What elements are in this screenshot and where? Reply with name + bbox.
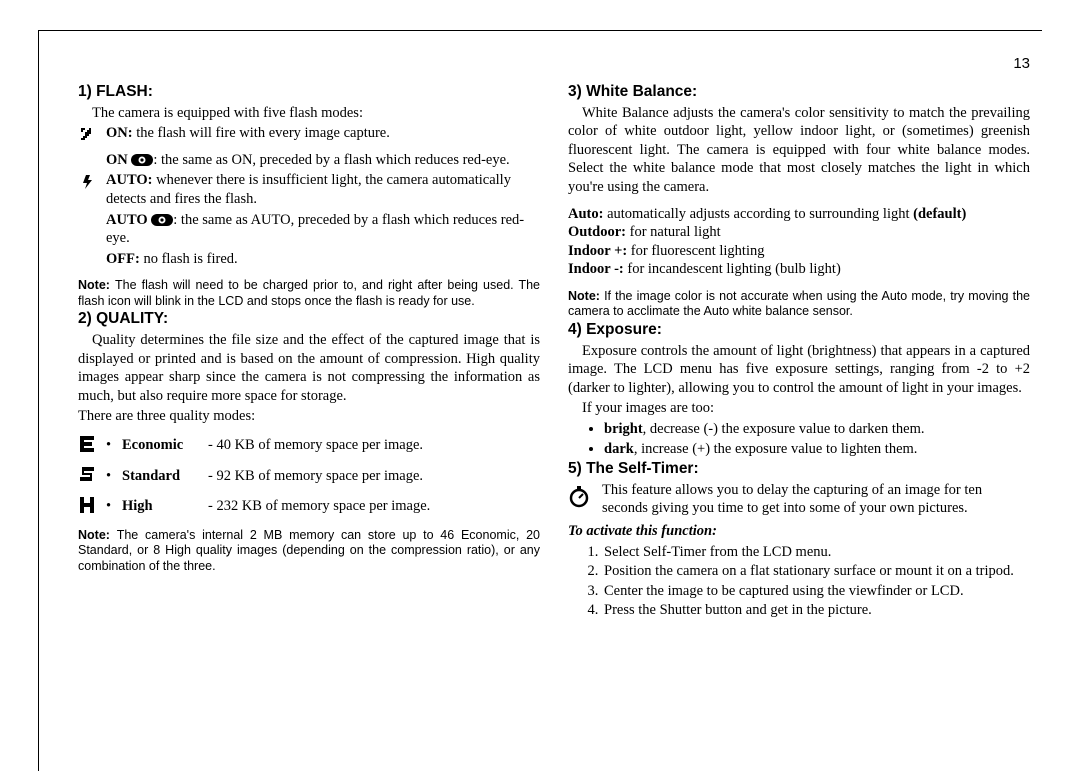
left-column: 1) FLASH: The camera is equipped with fi… — [78, 82, 540, 621]
step-1: Select Self-Timer from the LCD menu. — [602, 543, 1030, 562]
self-timer-p1: This feature allows you to delay the cap… — [602, 481, 1030, 518]
exposure-p1: Exposure controls the amount of light (b… — [568, 342, 1030, 398]
flash-mode-on-redeye: ON : the same as ON, preceded by a flash… — [78, 151, 540, 170]
off-label: OFF: — [106, 251, 143, 267]
off-text: no flash is fired. — [143, 251, 237, 267]
step-3: Center the image to be captured using th… — [602, 582, 1030, 601]
wb-auto: Auto: automatically adjusts according to… — [568, 205, 1030, 224]
flash-mode-on: ON: the flash will fire with every image… — [78, 124, 540, 149]
wb-p1: White Balance adjusts the camera's color… — [568, 104, 1030, 197]
self-timer-icon — [568, 481, 602, 512]
on-text: the flash will fire with every image cap… — [136, 125, 390, 141]
self-timer-subhead: To activate this function: — [568, 522, 1030, 541]
heading-white-balance: 3) White Balance: — [568, 82, 1030, 102]
content-area: 1) FLASH: The camera is equipped with fi… — [78, 82, 1030, 621]
auto-label: AUTO: — [106, 172, 156, 188]
self-timer-steps: Select Self-Timer from the LCD menu. Pos… — [586, 543, 1030, 620]
on2-text: : the same as ON, preceded by a flash wh… — [153, 152, 509, 168]
step-4: Press the Shutter button and get in the … — [602, 601, 1030, 620]
auto-text: whenever there is insufficient light, th… — [106, 172, 511, 207]
page-number: 13 — [1013, 55, 1030, 72]
exposure-bright: bright, decrease (-) the exposure value … — [604, 420, 1030, 439]
quality-high: • High - 232 KB of memory space per imag… — [78, 495, 540, 518]
quality-p1: Quality determines the file size and the… — [78, 331, 540, 405]
quality-economic: • Economic - 40 KB of memory space per i… — [78, 434, 540, 457]
wb-outdoor: Outdoor: for natural light — [568, 223, 1030, 242]
quality-standard: • Standard - 92 KB of memory space per i… — [78, 465, 540, 488]
on2-label: ON — [106, 152, 131, 168]
flash-auto-icon — [78, 171, 106, 196]
quality-p2: There are three quality modes: — [78, 407, 540, 426]
quality-note: Note: The camera's internal 2 MB memory … — [78, 528, 540, 575]
exposure-dark: dark, increase (+) the exposure value to… — [604, 440, 1030, 459]
flash-intro: The camera is equipped with five flash m… — [78, 104, 540, 123]
on-label: ON: — [106, 125, 136, 141]
flash-mode-auto-redeye: AUTO : the same as AUTO, preceded by a f… — [78, 211, 540, 248]
redeye-icon — [131, 154, 153, 166]
wb-indoor-plus: Indoor +: for fluorescent lighting — [568, 242, 1030, 261]
self-timer-row: This feature allows you to delay the cap… — [568, 481, 1030, 518]
step-2: Position the camera on a flat stationary… — [602, 562, 1030, 581]
heading-exposure: 4) Exposure: — [568, 320, 1030, 340]
flash-mode-off: OFF: no flash is fired. — [78, 250, 540, 269]
right-column: 3) White Balance: White Balance adjusts … — [568, 82, 1030, 621]
exposure-p2: If your images are too: — [568, 399, 1030, 418]
flash-note: Note: The flash will need to be charged … — [78, 278, 540, 309]
redeye-icon — [151, 214, 173, 226]
economic-icon — [78, 434, 106, 457]
flash-on-icon — [78, 124, 106, 149]
high-icon — [78, 495, 106, 518]
heading-self-timer: 5) The Self-Timer: — [568, 459, 1030, 479]
wb-indoor-minus: Indoor -: for incandescent lighting (bul… — [568, 260, 1030, 279]
standard-icon — [78, 465, 106, 488]
flash-mode-auto: AUTO: whenever there is insufficient lig… — [78, 171, 540, 208]
exposure-bullets: bright, decrease (-) the exposure value … — [604, 420, 1030, 458]
heading-flash: 1) FLASH: — [78, 82, 540, 102]
wb-note: Note: If the image color is not accurate… — [568, 289, 1030, 320]
auto2-label: AUTO — [106, 212, 151, 228]
heading-quality: 2) QUALITY: — [78, 309, 540, 329]
